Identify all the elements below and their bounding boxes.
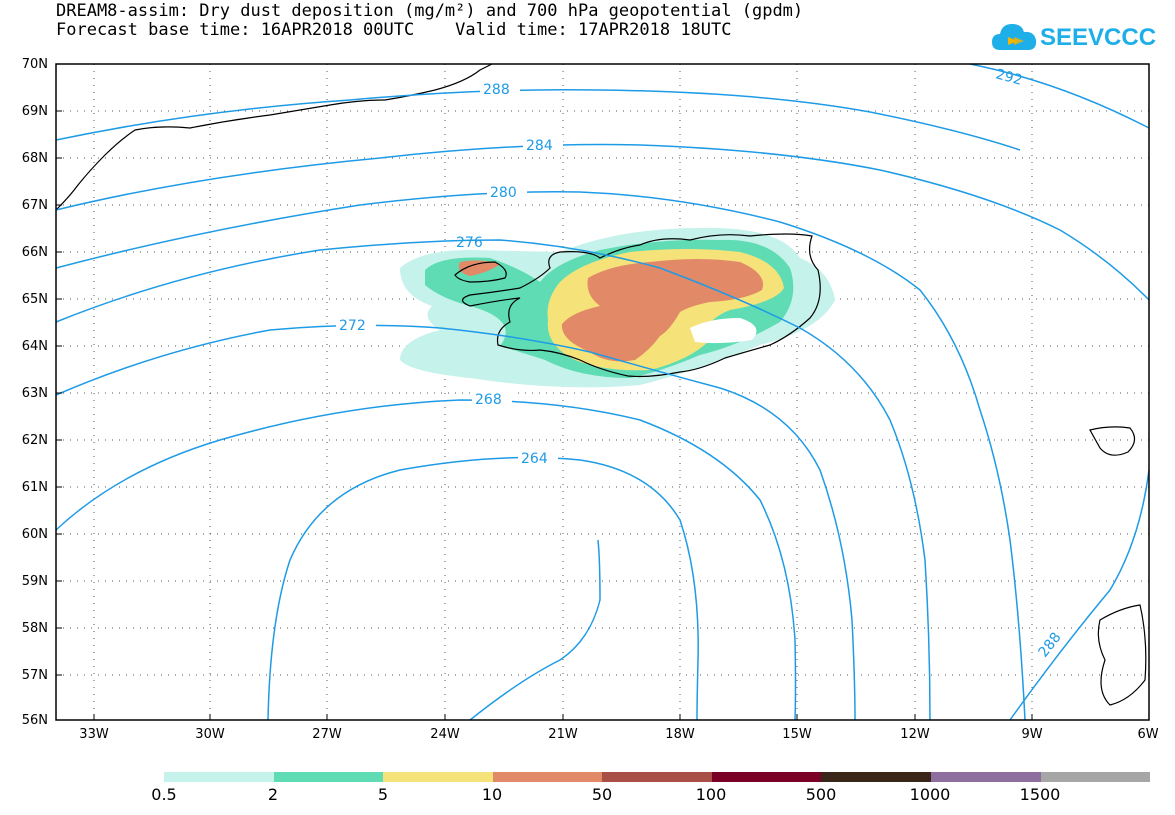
dust-deposition-field bbox=[400, 227, 835, 388]
geopotential-contours bbox=[55, 63, 1150, 721]
frame-ticks bbox=[56, 110, 1033, 720]
colorbar-label-0.5: 0.5 bbox=[151, 785, 177, 804]
colorbar-label-5: 5 bbox=[377, 785, 389, 804]
lon-label-15w: 15W bbox=[782, 727, 812, 742]
contour-label-272: 272 bbox=[339, 318, 366, 334]
greenland-coast bbox=[55, 63, 493, 211]
colorbar-label-1500: 1500 bbox=[1019, 785, 1061, 804]
lon-label-33w: 33W bbox=[79, 727, 109, 742]
contour-264-inner bbox=[469, 539, 601, 721]
graticule bbox=[56, 64, 1149, 720]
lon-label-9w: 9W bbox=[1021, 727, 1043, 742]
logo-text: SEEVCCC bbox=[1040, 24, 1157, 51]
colorbar bbox=[164, 772, 1151, 782]
dust-level-10 bbox=[561, 259, 764, 362]
colorbar-label-500: 500 bbox=[805, 785, 837, 804]
seevccc-logo: SEEVCCC bbox=[990, 18, 1156, 58]
lat-label-68n: 68N bbox=[21, 151, 48, 166]
colorbar-swatch-100 bbox=[711, 772, 822, 782]
scotland-coast-upper bbox=[1089, 426, 1136, 456]
contour-288-se bbox=[1009, 469, 1150, 721]
contour-label-264: 264 bbox=[521, 451, 548, 467]
lat-label-66n: 66N bbox=[21, 245, 48, 260]
lat-label-56n: 56N bbox=[21, 713, 48, 728]
dust-free-area bbox=[690, 318, 757, 344]
contour-284 bbox=[55, 143, 1150, 301]
contour-272 bbox=[55, 324, 856, 721]
lat-label-65n: 65N bbox=[21, 292, 48, 307]
map-title-line2: Forecast base time: 16APR2018 00UTC Vali… bbox=[56, 20, 732, 40]
contour-label-284: 284 bbox=[526, 138, 553, 154]
lat-label-62n: 62N bbox=[21, 433, 48, 448]
contour-label-group: 288 284 280 276 272 268 264 292 288 bbox=[336, 66, 1065, 660]
colorbar-label-10: 10 bbox=[481, 785, 503, 804]
contour-264 bbox=[267, 456, 699, 721]
contour-280 bbox=[55, 191, 1026, 721]
westfjords-coast bbox=[454, 261, 507, 283]
cloud-icon bbox=[992, 24, 1037, 50]
colorbar-swatch-500 bbox=[821, 772, 931, 782]
coastlines bbox=[55, 63, 1147, 706]
lon-label-21w: 21W bbox=[548, 727, 578, 742]
lat-label-59n: 59N bbox=[21, 574, 48, 589]
colorbar-swatch-1500 bbox=[1040, 772, 1151, 782]
lat-label-61n: 61N bbox=[21, 480, 48, 495]
colorbar-swatch-1000 bbox=[930, 772, 1041, 782]
colorbar-swatch-2 bbox=[273, 772, 384, 782]
contour-276 bbox=[55, 239, 931, 721]
contour-label-292: 292 bbox=[994, 66, 1024, 88]
lat-label-63n: 63N bbox=[21, 386, 48, 401]
colorbar-label-50: 50 bbox=[591, 785, 613, 804]
contour-288 bbox=[55, 88, 1021, 151]
colorbar-swatch-50 bbox=[602, 772, 712, 782]
dust-level-10-west bbox=[458, 260, 500, 276]
contour-label-280: 280 bbox=[490, 185, 517, 201]
colorbar-swatch-10 bbox=[492, 772, 603, 782]
lat-label-64n: 64N bbox=[21, 339, 48, 354]
lat-label-70n: 70N bbox=[21, 57, 48, 72]
iceland-coast bbox=[461, 233, 821, 378]
map-title-line1: DREAM8-assim: Dry dust deposition (mg/m²… bbox=[56, 1, 804, 21]
lon-label-18w: 18W bbox=[665, 727, 695, 742]
colorbar-label-1000: 1000 bbox=[909, 785, 951, 804]
colorbar-label-100: 100 bbox=[695, 785, 727, 804]
lat-label-60n: 60N bbox=[21, 527, 48, 542]
colorbar-swatch-5 bbox=[383, 772, 493, 782]
lon-label-12w: 12W bbox=[900, 727, 930, 742]
map-frame bbox=[55, 63, 1150, 721]
lon-label-27w: 27W bbox=[312, 727, 342, 742]
contour-label-276: 276 bbox=[456, 235, 483, 251]
contour-292 bbox=[969, 63, 1150, 129]
scotland-coast-lower bbox=[1097, 604, 1147, 706]
lon-label-30w: 30W bbox=[195, 727, 225, 742]
lon-label-6w: 6W bbox=[1137, 727, 1159, 742]
contour-label-268: 268 bbox=[475, 392, 502, 408]
lat-label-67n: 67N bbox=[21, 198, 48, 213]
lat-label-57n: 57N bbox=[21, 668, 48, 683]
lat-label-69n: 69N bbox=[21, 104, 48, 119]
contour-268 bbox=[55, 399, 797, 721]
colorbar-swatch-0.5 bbox=[164, 772, 274, 782]
lon-label-24w: 24W bbox=[430, 727, 460, 742]
colorbar-label-2: 2 bbox=[267, 785, 279, 804]
contour-label-288-se: 288 bbox=[1036, 630, 1065, 661]
lat-label-58n: 58N bbox=[21, 621, 48, 636]
contour-label-288: 288 bbox=[483, 82, 510, 98]
